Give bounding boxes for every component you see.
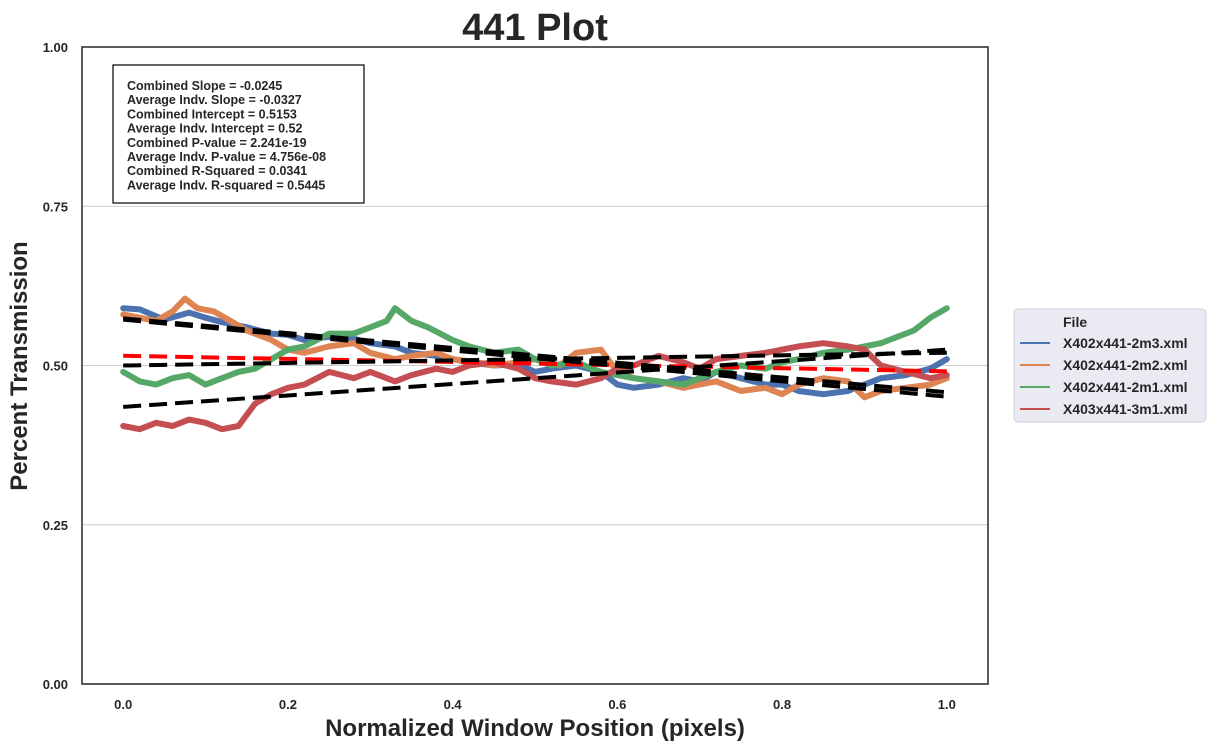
- x-tick-label: 0.4: [444, 697, 463, 712]
- series-layer: [120, 295, 950, 433]
- stat-line: Average Indv. P-value = 4.756e-08: [127, 150, 326, 164]
- y-axis-ticks: 0.00 0.25 0.50 0.75 1.00: [43, 40, 68, 692]
- stat-line: Combined P-value = 2.241e-19: [127, 136, 307, 150]
- x-tick-label: 0.8: [773, 697, 791, 712]
- legend-label-2: X402x441-2m2.xml: [1063, 357, 1188, 373]
- x-tick-label: 1.0: [938, 697, 956, 712]
- stat-line: Combined Intercept = 0.5153: [127, 107, 297, 121]
- stat-line: Average Indv. Intercept = 0.52: [127, 122, 302, 136]
- y-tick-label: 0.25: [43, 518, 68, 533]
- x-axis-ticks: 0.0 0.2 0.4 0.6 0.8 1.0: [114, 697, 956, 712]
- y-tick-label: 1.00: [43, 40, 68, 55]
- plot-frame: [81, 46, 989, 685]
- y-tick-label: 0.50: [43, 359, 68, 374]
- combined-fit-line: [123, 353, 947, 374]
- legend-label-1: X402x441-2m3.xml: [1063, 335, 1188, 351]
- legend-frame: [1013, 308, 1207, 423]
- fit-line-3: [123, 350, 947, 368]
- stat-line: Combined R-Squared = 0.0341: [127, 164, 307, 178]
- fit-line-2: [123, 316, 947, 395]
- x-axis-label: Normalized Window Position (pixels): [325, 715, 745, 742]
- y-tick-label: 0.75: [43, 199, 68, 214]
- fit-line-4: [123, 347, 947, 409]
- stat-line: Average Indv. R-squared = 0.5445: [127, 178, 325, 192]
- x-tick-label: 0.0: [114, 697, 132, 712]
- x-tick-label: 0.2: [279, 697, 297, 712]
- legend-title: File: [1063, 314, 1087, 330]
- y-tick-label: 0.00: [43, 677, 68, 692]
- legend-label-3: X402x441-2m1.xml: [1063, 379, 1188, 395]
- y-axis-label: Percent Transmission: [6, 241, 33, 490]
- stat-line: Average Indv. Slope = -0.0327: [127, 93, 302, 107]
- series-line-4: [120, 340, 950, 433]
- fit-lines-layer: [122, 316, 948, 409]
- stats-box-frame: [112, 64, 365, 204]
- stat-line: Combined Slope = -0.0245: [127, 79, 282, 93]
- legend: File X402x441-2m3.xml X402x441-2m2.xml X402…: [1013, 308, 1207, 423]
- x-tick-label: 0.6: [608, 697, 626, 712]
- chart-title: 441 Plot: [462, 7, 608, 49]
- legend-label-4: X403x441-3m1.xml: [1063, 401, 1188, 417]
